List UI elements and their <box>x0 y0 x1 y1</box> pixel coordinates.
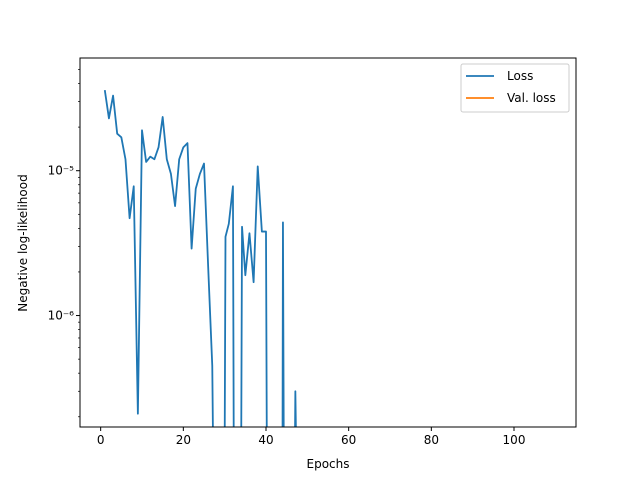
x-tick-label: 100 <box>503 433 526 447</box>
y-tick-label: 10⁻⁶ <box>48 309 75 323</box>
legend: Loss Val. loss <box>460 63 570 113</box>
x-tick-label: 60 <box>341 433 356 447</box>
series-layer <box>103 89 297 427</box>
y-tick-label: 10⁻⁵ <box>48 164 75 178</box>
x-tick-label: 80 <box>424 433 439 447</box>
x-tick-label: 20 <box>176 433 191 447</box>
x-axis-label: Epochs <box>307 457 350 471</box>
y-axis-label: Negative log-likelihood <box>16 174 30 311</box>
x-tick-label: 0 <box>97 433 105 447</box>
x-axis-ticks: 0 20 40 60 80 100 <box>97 427 526 447</box>
legend-label-val-loss: Val. loss <box>507 91 556 105</box>
plot-area-frame <box>79 57 577 428</box>
x-tick-label: 40 <box>258 433 273 447</box>
series-line-0 <box>103 89 297 427</box>
legend-label-loss: Loss <box>507 69 533 83</box>
y-axis-ticks: 10⁻⁶ 10⁻⁵ <box>48 69 80 418</box>
